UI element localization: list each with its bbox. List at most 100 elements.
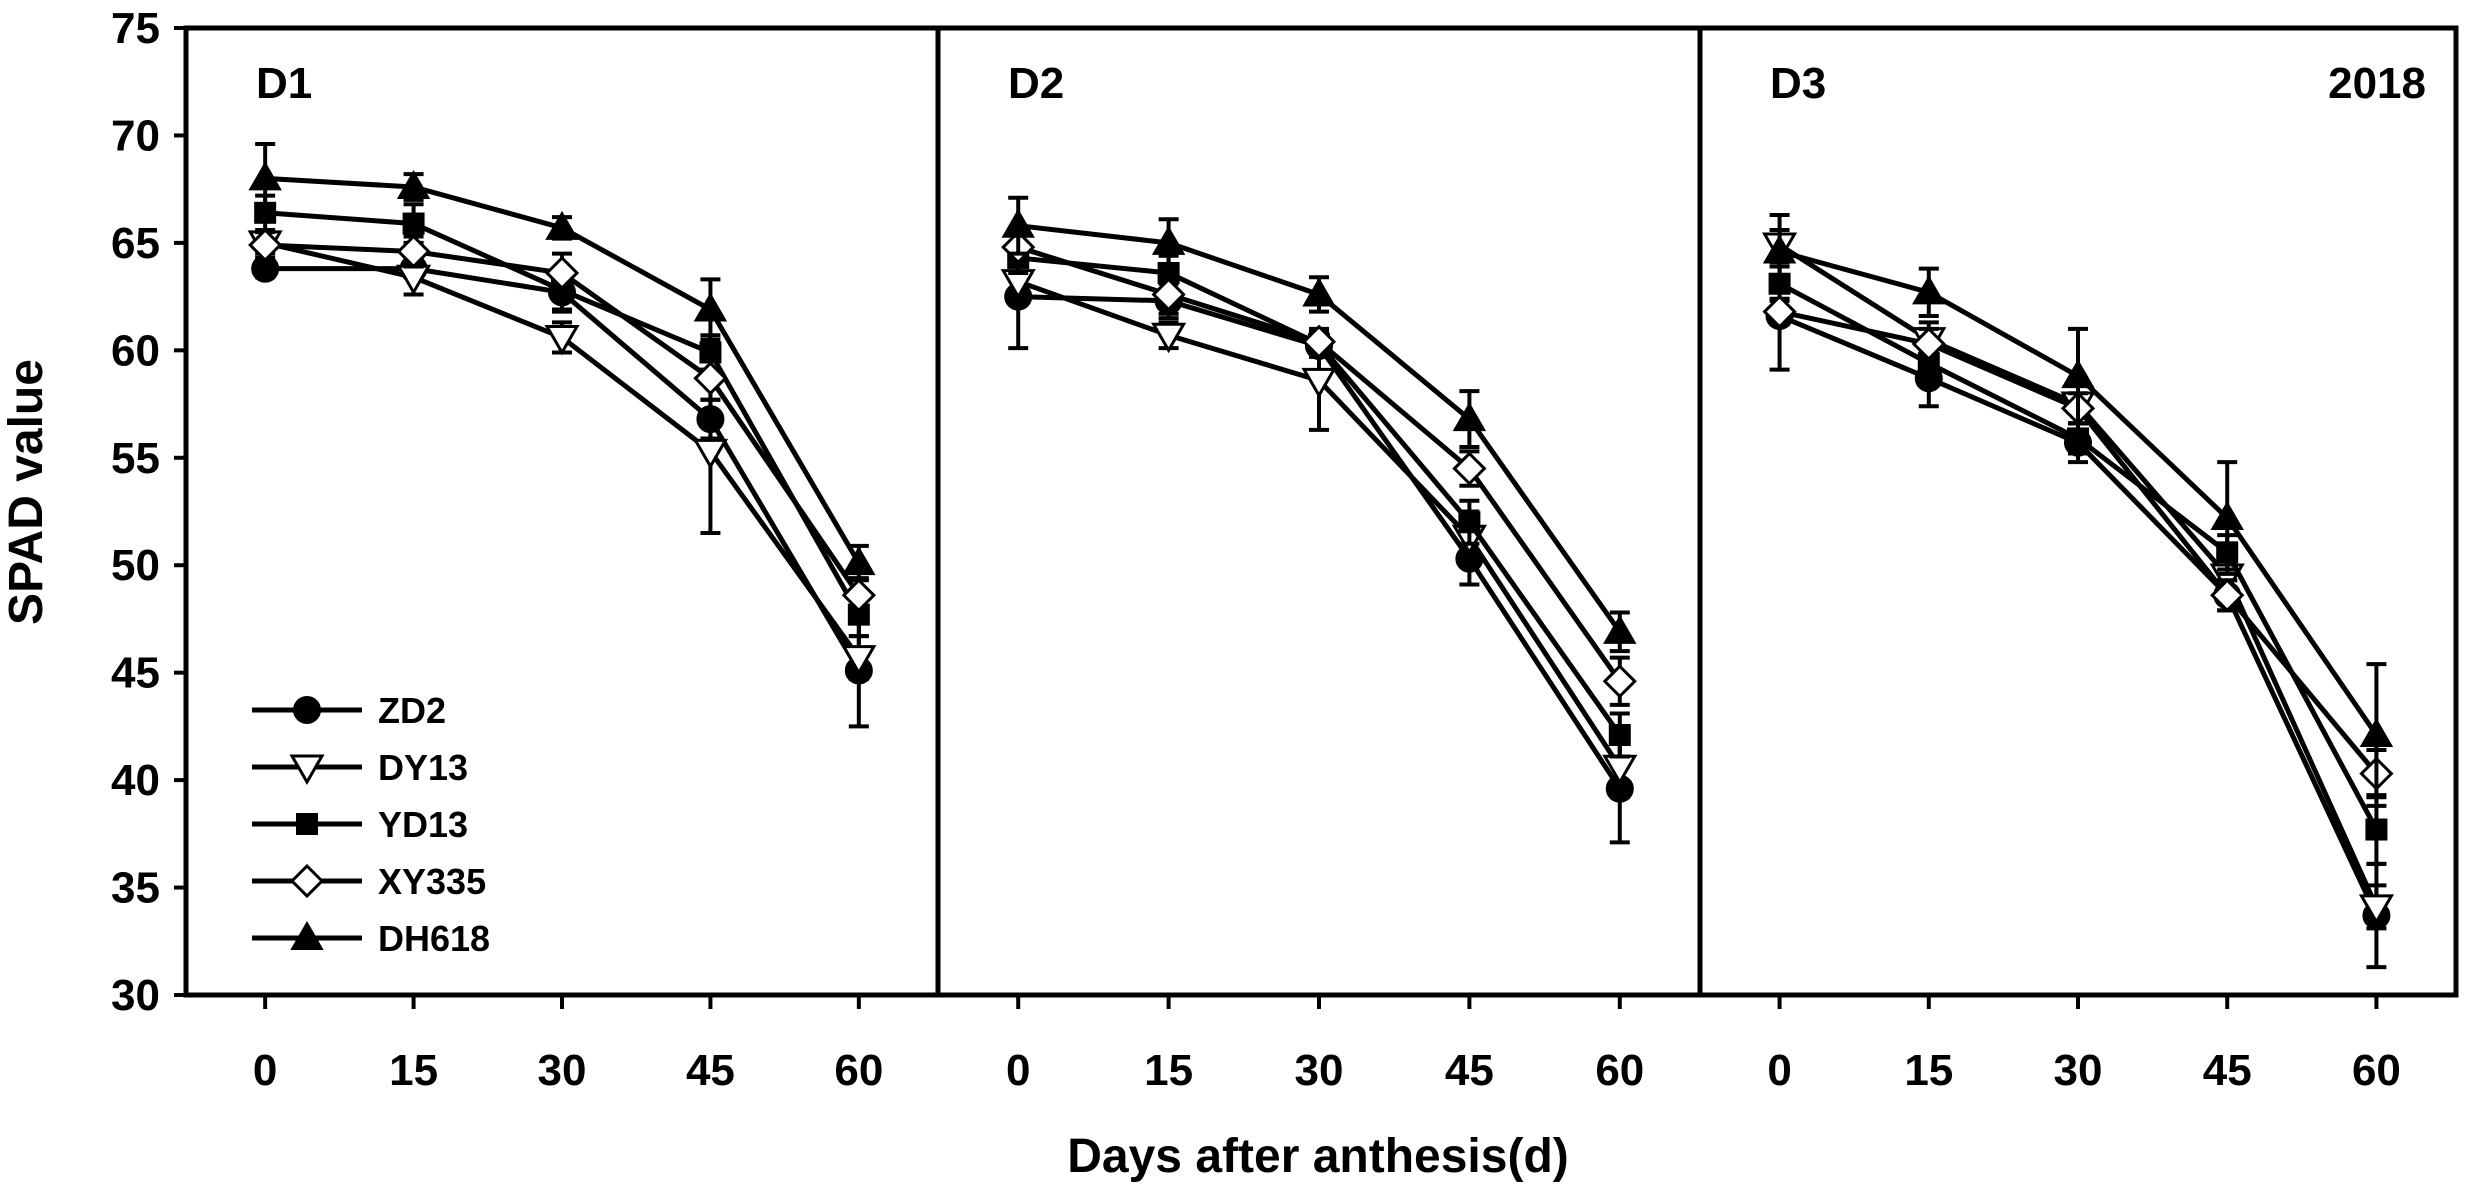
data-point	[847, 603, 870, 626]
legend-item-dh618: DH618	[252, 918, 490, 959]
legend-label: DY13	[378, 747, 468, 788]
legend-item-dy13: DY13	[252, 747, 468, 788]
series-xy335	[248, 227, 876, 615]
x-tick-label: 60	[1595, 1046, 1644, 1095]
legend-marker	[289, 863, 325, 899]
x-tick-label: 0	[1006, 1046, 1030, 1095]
data-point	[1151, 277, 1186, 312]
data-point	[2061, 359, 2095, 389]
x-tick-label: 15	[1144, 1046, 1193, 1095]
y-tick-label: 65	[111, 219, 160, 268]
data-point	[842, 546, 876, 576]
data-point	[1452, 451, 1487, 486]
data-point	[2210, 578, 2245, 613]
x-axis-title: Days after anthesis(d)	[1067, 1130, 1569, 1183]
panel-label: D2	[1008, 59, 1064, 108]
data-point	[1762, 234, 1797, 264]
panel-d1: 0 15 30 45 60 D1	[183, 25, 941, 1095]
data-point	[248, 161, 282, 191]
data-point	[1301, 367, 1337, 399]
x-tick-label: 45	[686, 1046, 735, 1095]
panel-d2: 0 15 30 45 60 D2	[935, 25, 1703, 1095]
data-point	[1151, 225, 1186, 255]
data-point	[396, 170, 431, 200]
year-annotation: 2018	[2328, 59, 2426, 108]
panel-d3: 0 15 30 45 60 D3 2018	[1697, 25, 2459, 1095]
legend-label: ZD2	[378, 690, 446, 731]
x-tick-label: 60	[2352, 1046, 2401, 1095]
y-tick-label: 55	[111, 434, 160, 483]
data-point	[693, 292, 728, 322]
data-point	[841, 645, 877, 676]
y-tick-label: 35	[111, 864, 160, 913]
data-point	[2359, 717, 2394, 747]
data-point	[841, 578, 876, 613]
x-tick-label: 15	[389, 1046, 438, 1095]
data-point	[1301, 324, 1337, 359]
legend-marker	[289, 754, 325, 786]
x-tick-label: 45	[2203, 1046, 2252, 1095]
x-tick-label: 30	[2054, 1046, 2103, 1095]
data-point	[402, 212, 425, 235]
legend-marker	[293, 696, 321, 724]
data-point	[1602, 664, 1637, 699]
data-point	[1458, 511, 1481, 534]
data-point	[1608, 723, 1631, 746]
legend-item-yd13: YD13	[252, 804, 468, 845]
y-tick-label: 30	[111, 971, 160, 1020]
y-tick-label: 40	[111, 756, 160, 805]
y-axis-title: SPAD value	[0, 359, 53, 625]
data-point	[1001, 208, 1035, 238]
data-point	[248, 227, 283, 263]
y-tick-label: 45	[111, 649, 160, 698]
data-point	[396, 234, 431, 269]
data-point	[2067, 427, 2089, 450]
chart-panels: 0 15 30 45 60 D1 0 15 30 45 60 D2 0 15 30 45 60 D3 2018	[183, 25, 2459, 1095]
data-point	[1302, 277, 1336, 307]
data-point	[544, 324, 580, 356]
data-point	[545, 210, 579, 240]
x-tick-label: 0	[253, 1046, 277, 1095]
data-point	[1762, 294, 1797, 329]
series-yd13	[1007, 240, 1631, 759]
x-tick-label: 0	[1767, 1046, 1791, 1095]
y-tick-label: 75	[111, 4, 160, 53]
x-tick-label: 30	[538, 1046, 587, 1095]
data-point	[2365, 818, 2388, 841]
series-dh618	[1001, 195, 1637, 654]
panel-frame	[935, 25, 1703, 998]
panel-label: D3	[1770, 59, 1826, 108]
data-point	[693, 361, 728, 396]
data-point	[1151, 322, 1187, 354]
y-tick-label: 60	[111, 326, 160, 375]
legend-marker	[296, 813, 318, 835]
data-point	[1603, 614, 1637, 644]
legend-item-xy335: XY335	[252, 861, 486, 902]
legend: ZD2 DY13 YD13 XY335 DH618	[252, 690, 490, 959]
series-dh618	[248, 142, 876, 583]
x-tick-label: 45	[1445, 1046, 1494, 1095]
data-point	[1912, 275, 1946, 305]
legend-label: XY335	[378, 861, 486, 902]
legend-marker	[290, 920, 324, 950]
panel-frame	[1697, 25, 2459, 998]
data-point	[692, 438, 729, 470]
x-tick-label: 30	[1295, 1046, 1344, 1095]
panel-frame	[183, 25, 941, 998]
y-tick-label: 50	[111, 541, 160, 590]
series-dh618	[1762, 212, 2394, 808]
data-point	[544, 255, 580, 291]
panel-label: D1	[256, 59, 312, 108]
legend-item-zd2: ZD2	[252, 690, 446, 731]
data-point	[2210, 500, 2244, 530]
x-tick-label: 60	[834, 1046, 883, 1095]
legend-label: DH618	[378, 918, 490, 959]
y-tick-label: 70	[111, 111, 160, 160]
data-point	[1452, 402, 1487, 432]
y-axis: 30 35 40 45 50 55 60 65 70 75	[111, 4, 186, 1020]
series-xy335	[1001, 227, 1637, 707]
data-point	[1911, 326, 1946, 362]
legend-label: YD13	[378, 804, 468, 845]
x-tick-label: 15	[1904, 1046, 1953, 1095]
